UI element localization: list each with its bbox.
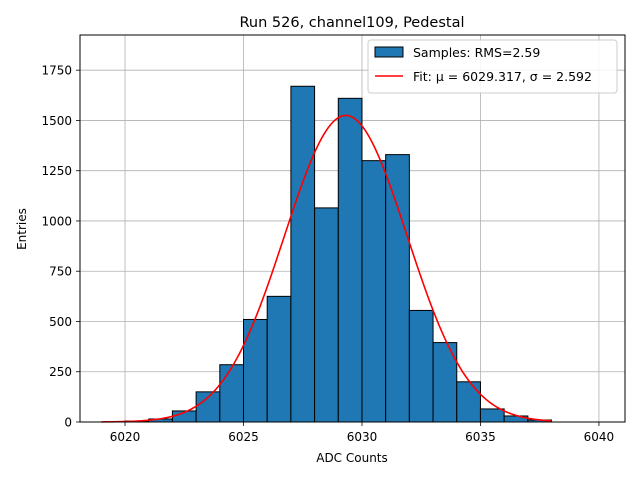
legend-frame (367, 39, 618, 94)
histogram-bar (243, 318, 268, 423)
y-tick-label: 750 (49, 265, 72, 279)
x-tick-label: 6040 (584, 430, 615, 444)
plot-frame (79, 34, 626, 423)
x-tick-label: 6025 (228, 430, 259, 444)
y-tick-label: 250 (49, 365, 72, 379)
histogram-bar (456, 381, 481, 423)
y-tick-label: 500 (49, 315, 72, 329)
y-tick-label: 1500 (41, 114, 72, 128)
y-tick-label: 0 (64, 416, 72, 430)
legend-swatch-samples (374, 46, 404, 58)
legend-label-samples: Samples: RMS=2.59 (413, 45, 540, 60)
histogram-bar (290, 85, 316, 423)
histogram-bar (361, 160, 387, 423)
histogram-bar (219, 364, 245, 423)
x-tick-label: 6030 (347, 430, 378, 444)
x-axis-ticks: 6020 6025 6030 6035 6040 (110, 422, 614, 444)
x-axis-label: ADC Counts (316, 451, 388, 465)
histogram-bar (479, 408, 505, 423)
chart-title: Run 526, channel109, Pedestal (239, 15, 464, 31)
histogram-bar (314, 207, 339, 423)
y-axis-ticks: 0 250 500 750 1000 1250 1500 1750 (41, 64, 80, 430)
y-axis-label: Entries (15, 208, 29, 250)
fit-curve-layer (101, 114, 552, 423)
y-tick-label: 1250 (41, 164, 72, 178)
y-tick-label: 1000 (41, 214, 72, 228)
histogram-bar (337, 97, 363, 423)
legend: Samples: RMS=2.59 Fit: μ = 6029.317, σ =… (367, 39, 618, 94)
fit-curve (101, 114, 552, 423)
histogram-bar (266, 295, 292, 423)
y-tick-label: 1750 (41, 64, 72, 78)
histogram-bar (385, 154, 410, 423)
legend-label-fit: Fit: μ = 6029.317, σ = 2.592 (413, 69, 592, 84)
x-tick-label: 6020 (110, 430, 141, 444)
x-tick-label: 6035 (465, 430, 496, 444)
histogram-bar (408, 309, 434, 423)
